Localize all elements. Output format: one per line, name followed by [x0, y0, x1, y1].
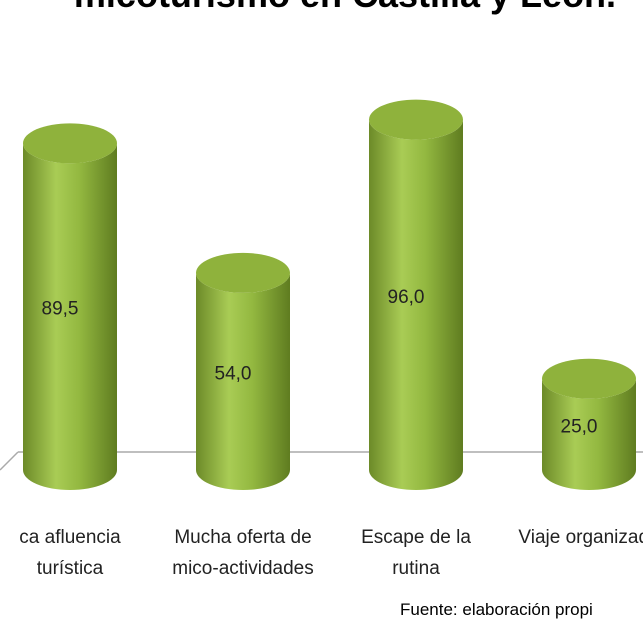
value-label: 96,0 [388, 287, 425, 308]
bar-top [196, 252, 290, 293]
value-label: 89,5 [42, 299, 79, 320]
bar-body [196, 272, 290, 490]
x-tick-label: Mucha oferta de mico-actividades [172, 527, 314, 579]
bar-body [23, 143, 117, 490]
floor [0, 451, 643, 471]
bar-top [542, 358, 636, 399]
bar [369, 99, 463, 490]
chart-title: micoturismo en Castilla y León. [0, 0, 643, 16]
value-label: 25,0 [561, 416, 598, 437]
bar [542, 358, 636, 490]
bar [196, 252, 290, 490]
x-tick-label: Escape de la rutina [361, 527, 471, 579]
bar [23, 123, 117, 490]
x-tick-label: Viaje organizado [518, 527, 643, 548]
x-tick-label: ca afluencia turística [19, 527, 121, 579]
bar-top [23, 123, 117, 164]
value-label: 54,0 [215, 363, 252, 384]
bar-top [369, 99, 463, 140]
bar-body [542, 378, 636, 490]
bar-body [369, 119, 463, 490]
source-note: Fuente: elaboración propi [400, 600, 593, 619]
